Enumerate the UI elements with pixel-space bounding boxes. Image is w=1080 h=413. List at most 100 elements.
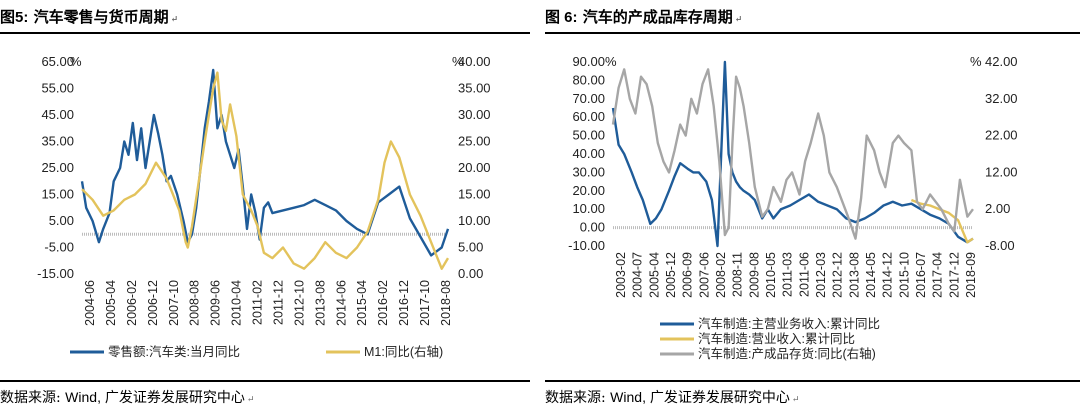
x-tick-label: 2016-02 [376,280,390,326]
x-tick-label: 2005-12 [664,252,678,298]
x-tick-label: 2017-10 [418,280,432,326]
y-left-tick-label: 45.00 [41,107,74,122]
source-text: Wind, 广发证券发展研究中心 [610,389,790,405]
x-tick-label: 2015-10 [897,252,911,298]
x-tick-label: 2010-04 [230,280,244,326]
return-mark-icon: ↵ [791,395,800,405]
chart-panel-left: 图5: 汽车零售与货币周期 ↵ 65.00 55.00 45.00 35.00 25.00… [0,0,530,413]
x-tick-label: 2012-03 [814,252,828,298]
x-tick-label: 2010-05 [764,252,778,298]
y-left-tick-label: 50.00 [572,128,605,143]
y-right-tick-label: 5.00 [458,240,483,255]
figure-title-right: 图 6: 汽车的产成品库存周期 ↵ [545,6,742,27]
x-tick-label: 2009-08 [747,252,761,298]
divider-top [545,32,1080,34]
source-label: 数据来源: [0,390,61,406]
series-line-1 [81,71,450,270]
y-right-tick-label: 42.00 [985,54,1018,69]
x-tick-label: 2017-04 [931,252,945,298]
figure-title-left: 图5: 汽车零售与货币周期 ↵ [0,6,178,27]
y-left-tick-label: 30.00 [572,164,605,179]
source-note-left: 数据来源: Wind, 广发证券发展研究中心 ↵ [0,387,254,407]
x-tick-label: 2008-02 [714,252,728,298]
figure-title-text: 汽车的产成品库存周期 [582,8,733,26]
x-tick-label: 2006-12 [146,280,160,326]
x-tick-label: 2015-04 [355,280,369,326]
chart-panel-right: 图 6: 汽车的产成品库存周期 ↵ 90.00 80.00 70.00 60.00 50.… [545,0,1080,413]
y-right-tick-label: 12.00 [985,164,1018,179]
y-right-tick-label: 25.00 [458,134,491,149]
series-line-0 [80,68,450,257]
y-right-tick-label: 10.00 [458,213,491,228]
x-tick-label: 2006-09 [681,252,695,298]
return-mark-icon: ↵ [734,15,743,25]
x-tick-label: 2017-12 [947,252,961,298]
x-tick-label: 2004-06 [83,280,97,326]
x-tick-label: 2011-03 [781,252,795,297]
x-tick-label: 2003-02 [614,252,628,298]
y-left-tick-label: 15.00 [41,187,74,202]
y-left-tick-label: -10.00 [568,238,605,253]
source-text: Wind, 广发证券发展研究中心 [65,389,245,405]
y-left-tick-label: 20.00 [572,183,605,198]
return-mark-icon: ↵ [170,15,179,25]
x-tick-label: 2011-12 [271,280,285,325]
y-right-unit: % [970,54,982,69]
figure-title-text: 汽车零售与货币周期 [33,8,169,26]
y-left-tick-label: 90.00 [572,54,605,69]
x-tick-label: 2007-06 [697,252,711,298]
x-tick-label: 2005-04 [104,280,118,326]
y-right-tick-label: 30.00 [458,107,491,122]
series-line-0 [611,60,974,248]
x-tick-label: 2014-05 [864,252,878,298]
x-tick-label: 2008-08 [188,280,202,326]
y-left-tick-label: -15.00 [37,266,74,281]
chart-auto-inventory: 90.00 80.00 70.00 60.00 50.00 40.00 30.00 20.00… [568,54,1018,361]
divider-bottom [0,380,530,382]
y-left-tick-label: 70.00 [572,91,605,106]
chart-retail-m1: 65.00 55.00 45.00 35.00 25.00 15.00 5.00 -5.00 -… [37,54,491,359]
x-tick-label: 2005-04 [647,252,661,298]
y-left-tick-label: 60.00 [572,109,605,124]
legend-label: M1:同比(右轴) [364,344,443,359]
y-left-tick-label: 80.00 [572,72,605,87]
source-note-right: 数据来源: Wind, 广发证券发展研究中心 ↵ [545,387,799,407]
source-label: 数据来源: [545,390,606,406]
y-left-tick-label: 55.00 [41,81,74,96]
x-tick-label: 2016-12 [397,280,411,326]
y-left-tick-label: 40.00 [572,146,605,161]
y-right-tick-label: 15.00 [458,187,491,202]
y-left-tick-label: 25.00 [41,160,74,175]
y-left-unit: % [70,54,82,69]
y-right-tick-label: 2.00 [985,201,1010,216]
x-tick-label: 2007-10 [167,280,181,326]
y-left-tick-label: 35.00 [41,134,74,149]
y-left-tick-label: 10.00 [572,201,605,216]
x-tick-label: 2018-09 [964,252,978,298]
y-right-unit: % [452,54,464,69]
x-tick-label: 2011-06 [797,252,811,297]
y-right-tick-label: 35.00 [458,81,491,96]
x-tick-label: 2012-10 [292,280,306,326]
legend-label: 汽车制造:产成品存货:同比(右轴) [698,346,876,361]
series-line-1 [910,198,974,244]
x-tick-label: 2009-06 [209,280,223,326]
x-tick-label: 2016-07 [914,252,928,298]
legend-label: 汽车制造:营业收入:累计同比 [698,331,855,346]
legend-label: 汽车制造:主营业务收入:累计同比 [698,316,880,331]
figure-label: 图 6: [545,9,578,26]
y-right-tick-label: 40.00 [458,54,491,69]
y-left-tick-label: 65.00 [41,54,74,69]
x-tick-label: 2018-08 [439,280,453,326]
x-tick-label: 2014-12 [881,252,895,298]
y-left-tick-label: 0.00 [580,220,605,235]
legend-label: 零售额:汽车类:当月同比 [108,344,240,359]
y-right-tick-label: 20.00 [458,160,491,175]
x-tick-label: 2008-11 [731,252,745,297]
x-tick-label: 2013-08 [313,280,327,326]
y-right-tick-label: 22.00 [985,128,1018,143]
y-left-tick-label: -5.00 [44,240,74,255]
figure-label: 图5: [0,9,29,26]
x-tick-label: 2014-06 [334,280,348,326]
divider-bottom [545,380,1080,382]
